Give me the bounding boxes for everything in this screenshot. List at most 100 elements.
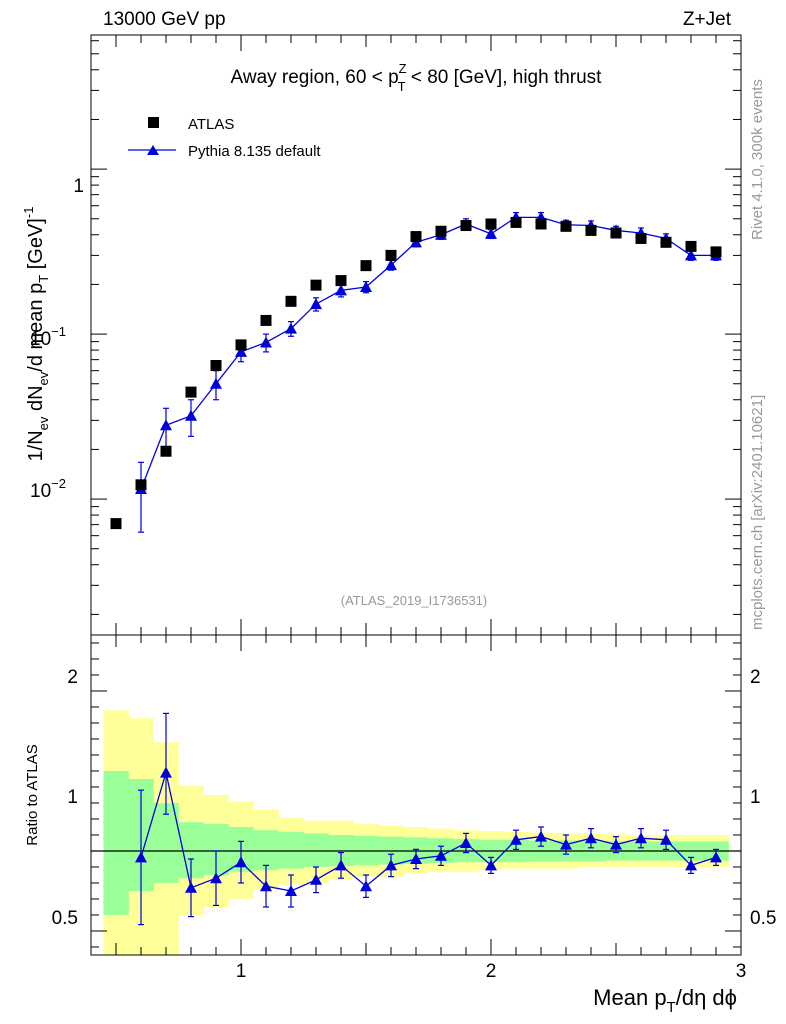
atlas-point — [235, 339, 247, 351]
ratio-frame — [90, 634, 742, 956]
mc-point — [235, 345, 247, 357]
ratio-ylabel: Ratio to ATLAS — [24, 744, 41, 845]
ratio-point — [535, 830, 547, 842]
mc-point — [385, 259, 397, 271]
main-ytick-label: 10−1 — [30, 324, 66, 350]
atlas-point — [710, 246, 722, 258]
ratio-point — [360, 880, 372, 892]
ratio-band-inner — [303, 833, 329, 867]
main-ytick-label: 1 — [73, 176, 84, 197]
mc-point — [335, 284, 347, 296]
xtick-label: 2 — [486, 961, 497, 982]
main-ytick-labels: 1 10−1 10−2 — [30, 176, 84, 502]
ratio-axis-ticks — [90, 635, 742, 955]
ratio-point — [385, 859, 397, 871]
legend-atlas-label: ATLAS — [188, 116, 234, 133]
atlas-point — [110, 518, 122, 530]
atlas-point — [210, 360, 222, 372]
analysis-watermark: (ATLAS_2019_I1736531) — [341, 593, 487, 608]
legend-atlas-marker — [148, 117, 159, 128]
ratio-uncertainty-bands — [103, 710, 729, 955]
ratio-point — [135, 851, 147, 863]
atlas-point — [435, 225, 447, 237]
mc-point — [185, 409, 197, 421]
mc-point — [160, 419, 172, 431]
ratio-point — [460, 837, 472, 848]
main-axis-ticks — [90, 35, 742, 635]
atlas-point — [535, 218, 547, 230]
ratio-ytick-label-right: 2 — [750, 667, 761, 688]
legend: ATLAS Pythia 8.135 default — [128, 116, 321, 160]
main-ylabel: 1/Nev dNev/d mean pT [GeV]-1 — [21, 207, 51, 462]
atlas-point — [485, 218, 497, 230]
atlas-point — [285, 295, 297, 307]
atlas-point — [135, 479, 147, 491]
mc-series — [135, 211, 722, 533]
ratio-point — [435, 849, 447, 861]
mc-point — [210, 377, 222, 389]
ratio-point — [585, 832, 597, 844]
ratio-point — [660, 833, 672, 845]
xtick-label: 3 — [736, 961, 747, 982]
ratio-point — [635, 832, 647, 844]
mc-point — [260, 336, 272, 348]
ratio-point — [160, 766, 172, 778]
main-ytick-label: 10−2 — [30, 476, 66, 502]
main-panel: Away region, 60 < pZ T < 80 [GeV], high t… — [21, 34, 742, 636]
legend-mc-label: Pythia 8.135 default — [188, 143, 321, 160]
mc-point — [360, 280, 372, 292]
ratio-point — [285, 885, 297, 896]
ratio-point — [710, 851, 722, 863]
data-series — [110, 216, 722, 530]
ratio-ytick-label-right: 0.5 — [750, 908, 776, 929]
atlas-point — [260, 314, 272, 326]
atlas-point — [635, 232, 647, 244]
atlas-point — [585, 224, 597, 236]
atlas-point — [460, 220, 472, 232]
energy-label: 13000 GeV pp — [103, 9, 226, 30]
legend-mc-marker — [147, 145, 159, 155]
rivet-label: Rivet 4.1.0, 300k events — [749, 79, 766, 240]
atlas-point — [610, 227, 622, 239]
atlas-point — [310, 279, 322, 291]
ratio-point — [485, 859, 497, 871]
atlas-point — [185, 386, 197, 398]
ratio-band-inner — [153, 803, 179, 883]
process-label: Z+Jet — [683, 9, 732, 30]
ratio-point — [560, 838, 572, 850]
ratio-band-inner — [103, 771, 129, 915]
xtick-label: 1 — [236, 961, 247, 982]
plot-title: Away region, 60 < pZ T < 80 [GeV], high t… — [231, 61, 603, 94]
ratio-band-inner — [253, 830, 279, 871]
ratio-point — [260, 880, 272, 892]
ratio-point — [410, 853, 422, 864]
ratio-point — [310, 873, 322, 885]
mc-point — [685, 249, 697, 261]
xlabel: Mean pT/dη dϕ — [593, 985, 737, 1016]
atlas-point — [335, 275, 347, 287]
ratio-point — [210, 872, 222, 884]
atlas-point — [560, 220, 572, 232]
ratio-point — [235, 856, 247, 868]
ratio-point — [185, 881, 197, 893]
ratio-series — [135, 712, 722, 926]
atlas-point — [410, 231, 422, 243]
mc-point — [310, 298, 322, 310]
ratio-point — [335, 859, 347, 871]
atlas-point — [360, 260, 372, 272]
ratio-ytick-label-left: 2 — [67, 667, 78, 688]
ratio-band-inner — [278, 831, 304, 869]
ratio-ytick-label-left: 0.5 — [52, 908, 78, 929]
ratio-panel: Ratio to ATLAS 2 1 0.5 2 1 0.5 1 2 3 Mea… — [24, 634, 776, 1016]
atlas-point — [385, 249, 397, 261]
atlas-point — [660, 236, 672, 248]
ratio-point — [510, 833, 522, 845]
ratio-ytick-label-right: 1 — [750, 787, 761, 808]
atlas-point — [510, 216, 522, 228]
mc-point — [485, 227, 497, 239]
ratio-ytick-label-left: 1 — [67, 787, 78, 808]
atlas-point — [685, 240, 697, 252]
mc-line — [140, 216, 716, 490]
atlas-point — [160, 445, 172, 457]
